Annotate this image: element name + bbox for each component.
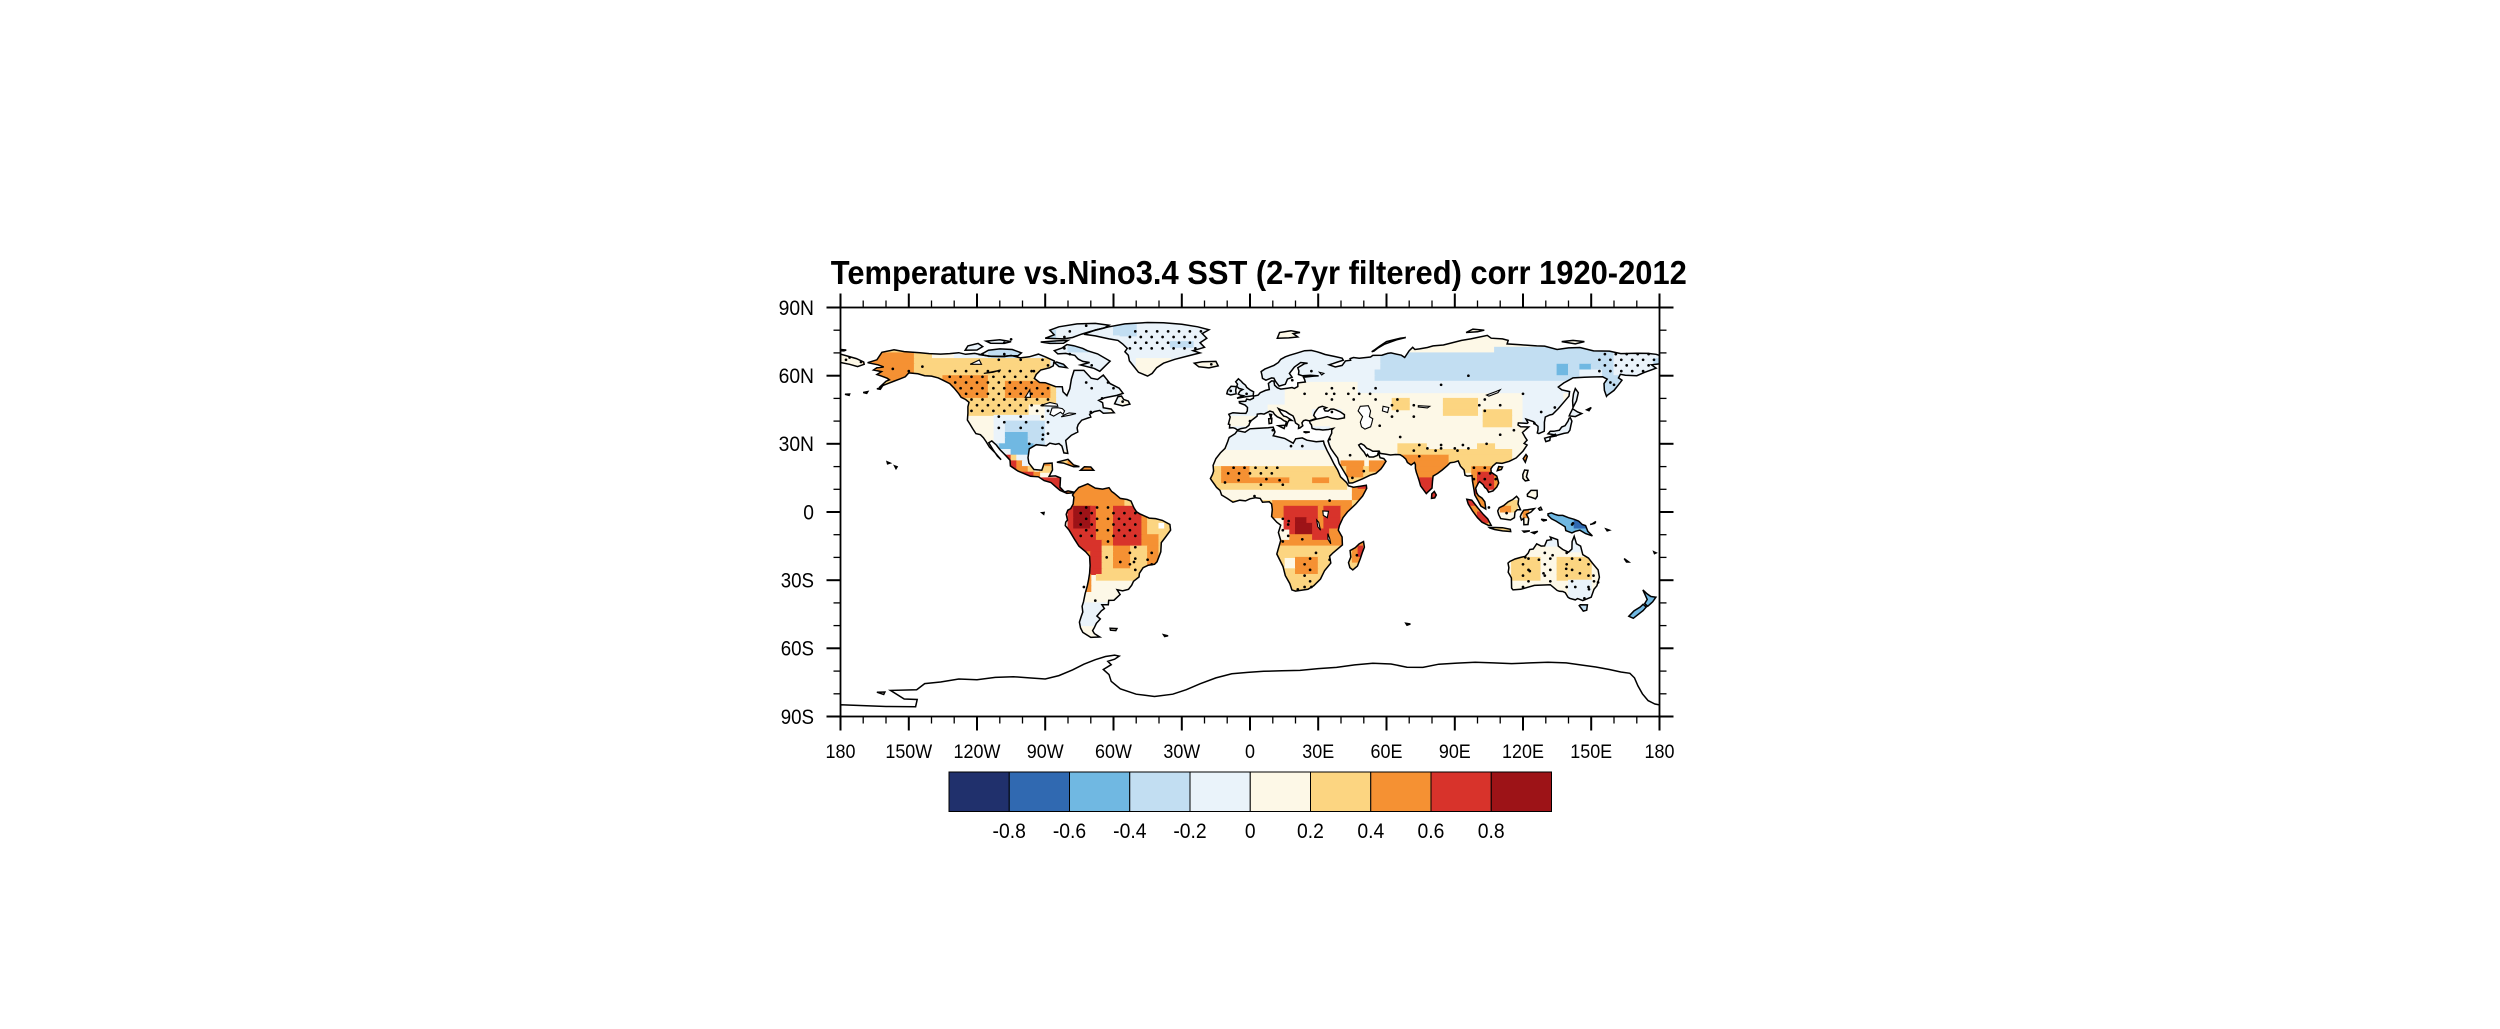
svg-text:180: 180 xyxy=(826,741,856,763)
svg-text:30N: 30N xyxy=(779,433,814,456)
svg-text:60S: 60S xyxy=(781,638,814,661)
svg-text:Temperature vs.Nino3.4 SST (2-: Temperature vs.Nino3.4 SST (2-7yr filter… xyxy=(831,255,1687,292)
svg-text:30S: 30S xyxy=(781,570,814,593)
svg-text:0.8: 0.8 xyxy=(1478,820,1505,843)
svg-text:90S: 90S xyxy=(781,706,814,729)
svg-text:-0.2: -0.2 xyxy=(1173,820,1206,843)
svg-text:150W: 150W xyxy=(885,741,932,763)
svg-text:60E: 60E xyxy=(1371,741,1403,763)
svg-text:60W: 60W xyxy=(1095,741,1132,763)
svg-text:0.4: 0.4 xyxy=(1357,820,1384,843)
svg-text:120E: 120E xyxy=(1502,741,1544,763)
svg-text:-0.6: -0.6 xyxy=(1053,820,1086,843)
svg-text:-0.8: -0.8 xyxy=(993,820,1026,843)
svg-text:90W: 90W xyxy=(1027,741,1064,763)
svg-text:0: 0 xyxy=(803,501,814,524)
svg-text:30W: 30W xyxy=(1163,741,1200,763)
svg-text:30E: 30E xyxy=(1302,741,1334,763)
svg-text:180: 180 xyxy=(1645,741,1675,763)
svg-text:90E: 90E xyxy=(1439,741,1471,763)
svg-text:60N: 60N xyxy=(779,365,814,388)
svg-text:0: 0 xyxy=(1245,820,1256,843)
svg-text:150E: 150E xyxy=(1570,741,1612,763)
svg-text:0.6: 0.6 xyxy=(1418,820,1445,843)
svg-text:90N: 90N xyxy=(779,297,814,320)
svg-text:120W: 120W xyxy=(954,741,1001,763)
svg-text:0: 0 xyxy=(1245,741,1255,763)
svg-text:0.2: 0.2 xyxy=(1297,820,1324,843)
svg-text:-0.4: -0.4 xyxy=(1113,820,1147,843)
